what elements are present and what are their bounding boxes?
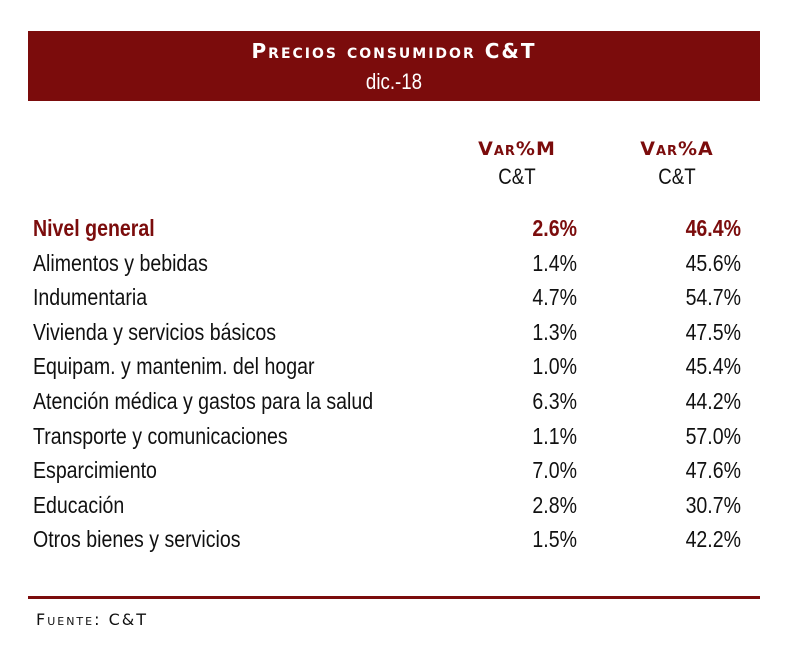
column-label-annual: Var%A [640,138,714,160]
row-label: Otros bienes y servicios [33,526,241,553]
row-label: Esparcimiento [33,457,157,484]
row-annual-value: 44.2% [685,387,741,414]
table-row: Atención médica y gastos para la salud 6… [33,386,773,421]
table-row: Esparcimiento 7.0% 47.6% [33,455,773,490]
table-row: Equipam. y mantenim. del hogar 1.0% 45.4… [33,351,773,386]
row-monthly-value: 1.0% [532,353,577,380]
row-monthly-value: 1.5% [532,526,577,553]
row-monthly-value: 6.3% [532,387,577,414]
row-label: Nivel general [33,215,155,241]
table-row-total: Nivel general 2.6% 46.4% [33,213,773,248]
row-annual-value: 57.0% [685,422,741,449]
table-row: Otros bienes y servicios 1.5% 42.2% [33,524,773,559]
table-header: Precios consumidor C&T dic.-18 [28,31,760,101]
row-label: Transporte y comunicaciones [33,422,288,449]
row-label: Educación [33,491,125,518]
row-monthly-value: 4.7% [532,284,577,311]
row-monthly-value: 1.3% [532,318,577,345]
column-source-monthly: C&T [498,164,536,189]
column-source-annual: C&T [658,164,696,189]
column-label-monthly: Var%M [478,138,556,160]
table-date: dic.-18 [365,69,423,94]
row-annual-value: 47.6% [685,457,741,484]
row-label: Equipam. y mantenim. del hogar [33,353,315,380]
table-row: Transporte y comunicaciones 1.1% 57.0% [33,421,773,456]
table-row: Vivienda y servicios básicos 1.3% 47.5% [33,317,773,352]
row-annual-value: 30.7% [685,491,741,518]
row-label: Alimentos y bebidas [33,249,208,276]
table-row: Alimentos y bebidas 1.4% 45.6% [33,248,773,283]
row-monthly-value: 1.1% [532,422,577,449]
row-monthly-value: 2.6% [532,215,577,241]
table-row: Indumentaria 4.7% 54.7% [33,282,773,317]
footer-divider [28,596,760,599]
row-monthly-value: 1.4% [532,249,577,276]
table-row: Educación 2.8% 30.7% [33,490,773,525]
row-monthly-value: 7.0% [532,457,577,484]
table-title: Precios consumidor C&T [251,39,537,63]
row-annual-value: 45.6% [685,249,741,276]
column-header-annual: Var%A C&T [612,138,742,190]
source-note: Fuente: C&T [36,610,149,629]
table-body: Nivel general 2.6% 46.4% Alimentos y beb… [33,213,773,559]
column-header-monthly: Var%M C&T [452,138,582,190]
row-annual-value: 45.4% [685,353,741,380]
row-annual-value: 54.7% [685,284,741,311]
row-annual-value: 42.2% [685,526,741,553]
row-label: Atención médica y gastos para la salud [33,387,374,414]
row-annual-value: 46.4% [685,215,741,241]
row-label: Indumentaria [33,284,148,311]
row-annual-value: 47.5% [685,318,741,345]
row-label: Vivienda y servicios básicos [33,318,277,345]
row-monthly-value: 2.8% [532,491,577,518]
